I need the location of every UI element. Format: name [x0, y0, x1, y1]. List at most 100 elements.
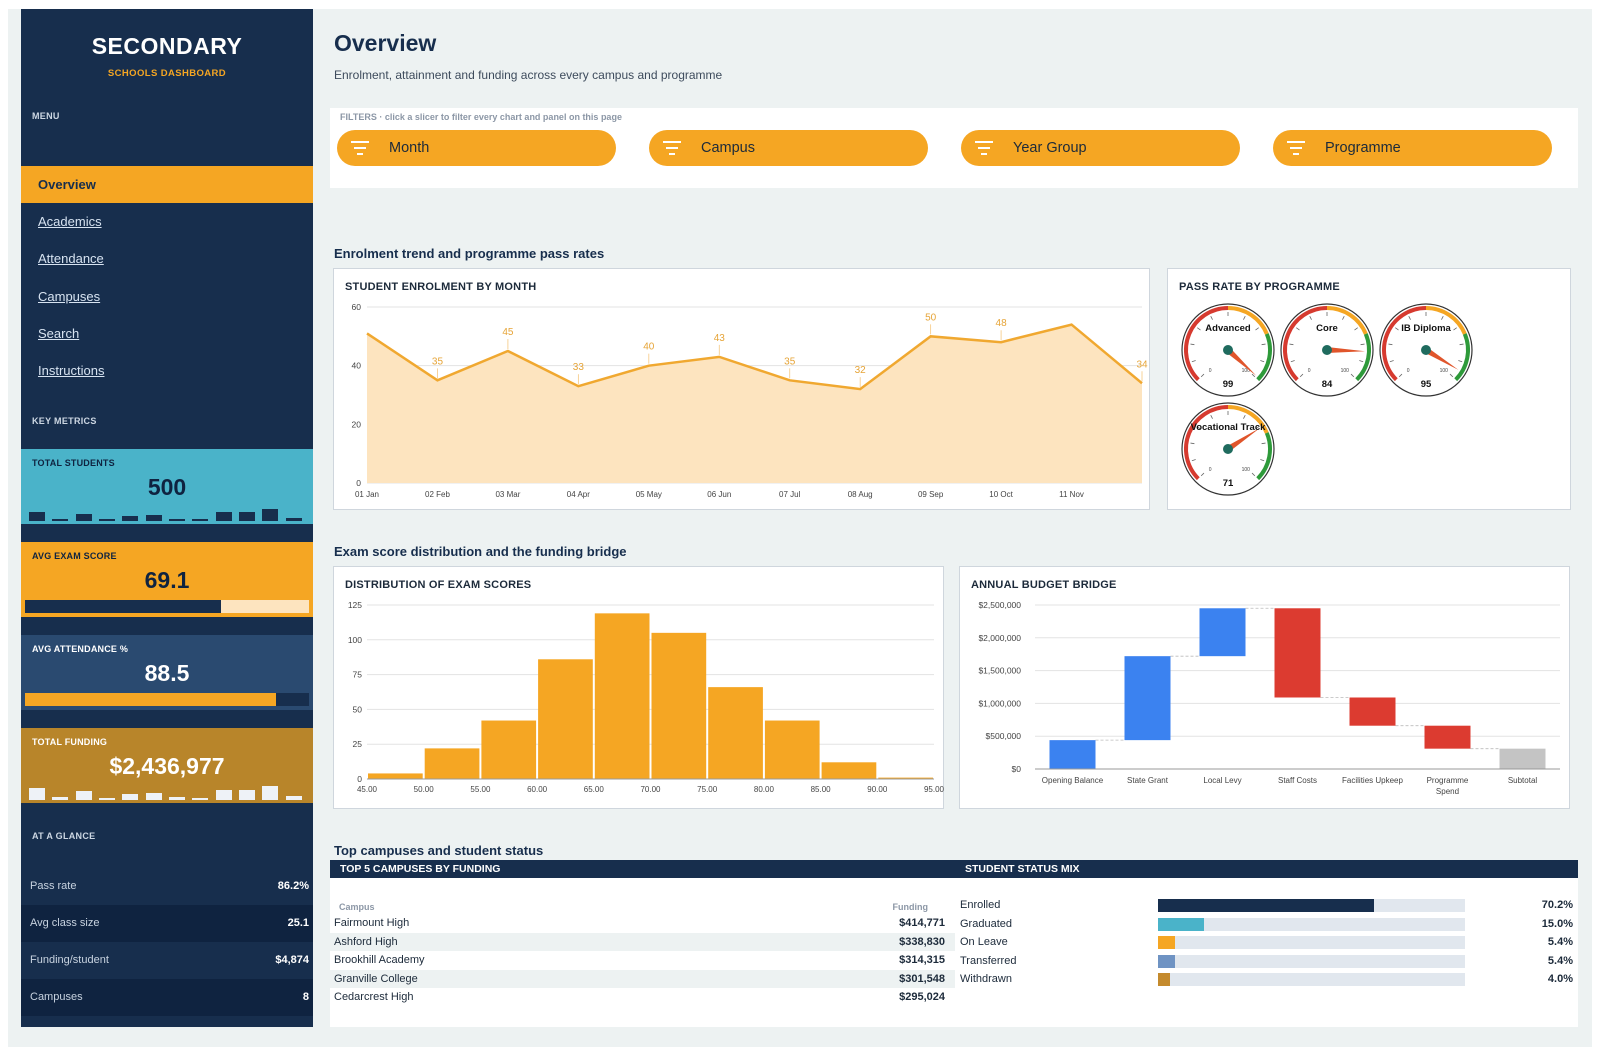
status-pct: 5.4% — [1547, 936, 1573, 948]
x-tick-label: 08 Aug — [848, 490, 873, 499]
gauge-tick — [1299, 373, 1304, 378]
gauge-min-label: 0 — [1209, 467, 1212, 473]
gauge-band-green — [1355, 333, 1371, 382]
gauge-tick — [1453, 327, 1457, 331]
data-label: 43 — [714, 333, 726, 344]
filter-icon — [975, 141, 993, 155]
gauge-needle — [1326, 347, 1365, 353]
gauge-tick — [1296, 327, 1300, 331]
spark-bar — [52, 518, 69, 521]
x-tick-label: 75.00 — [697, 785, 718, 794]
x-tick-label: 09 Sep — [918, 490, 944, 499]
slicer-campus[interactable]: Campus — [649, 130, 928, 166]
y-tick-label: 125 — [348, 600, 362, 610]
nav-campuses[interactable]: Campuses — [38, 289, 101, 304]
slicer-month[interactable]: Month — [337, 130, 616, 166]
waterfall-bar — [1124, 656, 1171, 741]
slicer-label: Year Group — [1013, 140, 1087, 156]
data-label: 32 — [855, 365, 867, 376]
spark-bar — [169, 796, 185, 800]
x-tick-label: State Grant — [1127, 776, 1169, 785]
spark-bar — [29, 788, 45, 800]
kpi-avg-attendance: AVG ATTENDANCE % 88.5 — [21, 635, 313, 710]
glance-key: Campuses — [30, 991, 83, 1003]
data-label: 35 — [784, 356, 796, 367]
histogram-bar — [821, 762, 877, 779]
table-row: Ashford High $338,830 — [330, 932, 955, 951]
spark-bar — [122, 516, 139, 521]
kpi-avg-exam-score: AVG EXAM SCORE 69.1 — [21, 542, 313, 617]
campus-funding: $414,771 — [899, 917, 945, 929]
gauge-band-red — [1382, 306, 1427, 382]
spark-bar — [169, 518, 185, 521]
status-track — [1158, 899, 1465, 912]
gauge-tick — [1289, 343, 1294, 346]
spark-bar — [52, 796, 69, 800]
data-label: 48 — [996, 318, 1008, 329]
x-tick-label: 60.00 — [527, 785, 548, 794]
campuses-band: TOP 5 CAMPUSES BY FUNDING — [330, 860, 955, 878]
gauge-tick — [1354, 327, 1358, 331]
y-tick-label: 75 — [353, 670, 363, 680]
campus-funding: $295,024 — [899, 991, 945, 1003]
card-budget-bridge: ANNUAL BUDGET BRIDGE $0 $500,000 $1,000,00… — [959, 566, 1570, 809]
data-label: 33 — [573, 362, 585, 373]
status-row: Graduated 15.0% — [955, 915, 1573, 934]
histogram-bar — [764, 720, 820, 779]
glance-row-funding-student: Funding/student $4,874 — [21, 942, 313, 979]
glance-value: 86.2% — [277, 880, 309, 892]
nav-attendance[interactable]: Attendance — [38, 251, 104, 266]
gauge-band-orange — [1227, 306, 1269, 335]
col-header-funding: Funding — [892, 902, 929, 912]
y-tick-label: $1,500,000 — [978, 666, 1021, 676]
histogram-bar — [481, 720, 537, 779]
status-row: On Leave 5.4% — [955, 933, 1573, 952]
budget-waterfall-chart: $0 $500,000 $1,000,000 $1,500,000 $2,000,000… — [978, 600, 1560, 796]
sparkline — [27, 782, 307, 800]
y-tick-label: $0 — [1012, 764, 1022, 774]
campus-funding: $301,548 — [899, 972, 945, 985]
gauge-max-label: 100 — [1440, 368, 1449, 374]
page-subtitle: Enrolment, attainment and funding across… — [334, 68, 723, 82]
filters-separator: · — [379, 112, 385, 122]
gauge-tick — [1261, 442, 1266, 445]
campuses-table: Campus Funding Fairmount High $414,771 A… — [330, 878, 955, 1027]
spark-bar — [215, 512, 232, 521]
glance-value: 25.1 — [287, 917, 309, 929]
sparkline — [27, 503, 307, 521]
chart-title: PASS RATE BY PROGRAMME — [1179, 281, 1340, 293]
x-tick-label: 05 May — [636, 490, 662, 499]
status-fill — [1158, 936, 1175, 949]
table-row: Granville College $301,548 — [330, 969, 955, 988]
spark-bar — [239, 512, 255, 521]
enrolment-area-chart: 0 20 40 60 35 45 33 40 43 35 32 50 48 34 01 Jan 02 Feb 0… — [352, 302, 1148, 499]
kpi-value: 500 — [147, 474, 187, 500]
gauge-tick — [1398, 373, 1403, 378]
glance-key: Funding/student — [30, 954, 109, 966]
y-tick-label: 50 — [353, 704, 363, 714]
kpi-label: TOTAL STUDENTS — [32, 458, 115, 468]
gauge-band-green — [1256, 333, 1272, 382]
waterfall-bar — [1499, 748, 1546, 769]
x-tick-label: 11 Nov — [1059, 490, 1084, 499]
status-pct: 5.4% — [1547, 954, 1573, 967]
y-tick-label: 40 — [352, 361, 362, 371]
nav-overview[interactable]: Overview — [21, 166, 313, 203]
progress-bar — [25, 693, 309, 706]
gauge-band-red — [1184, 306, 1229, 382]
y-tick-label: $1,000,000 — [978, 698, 1021, 708]
gauge-tick — [1388, 343, 1393, 346]
chart-title: STUDENT ENROLMENT BY MONTH — [345, 281, 537, 293]
card-pass-rate: PASS RATE BY PROGRAMME 0 100 Advanced 99 0 10… — [1167, 268, 1571, 510]
slicer-programme[interactable]: Programme — [1273, 130, 1552, 166]
spark-bar — [285, 517, 302, 521]
status-pct: 70.2% — [1541, 899, 1573, 911]
gauge-max-label: 100 — [1242, 368, 1251, 374]
nav-academics[interactable]: Academics — [38, 214, 102, 229]
y-tick-label: $500,000 — [986, 731, 1022, 741]
x-tick-label: 50.00 — [414, 785, 435, 794]
campus-name: Fairmount High — [334, 917, 410, 929]
nav-search[interactable]: Search — [38, 326, 80, 341]
slicer-year-group[interactable]: Year Group — [961, 130, 1240, 166]
nav-instructions[interactable]: Instructions — [38, 363, 105, 378]
